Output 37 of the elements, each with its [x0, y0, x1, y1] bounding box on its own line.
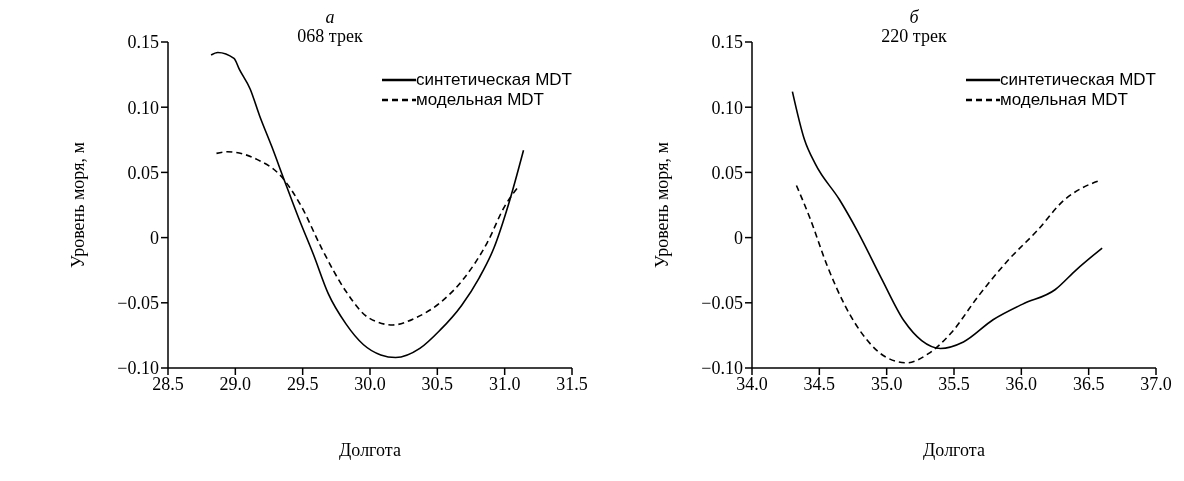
legend-label: модельная MDT	[1000, 90, 1128, 110]
y-axis-title: Уровень моря, м	[68, 142, 89, 268]
legend-label: синтетическая MDT	[1000, 70, 1156, 90]
x-tick-label: 34.0	[736, 373, 768, 394]
x-tick-label: 31.5	[556, 373, 588, 394]
y-tick-label: 0.15	[127, 32, 159, 53]
legend-label: синтетическая MDT	[416, 70, 572, 90]
x-tick-label: 36.5	[1072, 373, 1105, 394]
chart-title: а	[324, 7, 336, 27]
y-tick-label: 0.05	[127, 162, 159, 183]
x-tick-label: 35.0	[870, 373, 903, 394]
x-tick-label: 36.0	[1005, 373, 1038, 394]
chart-subtitle: 068 трек	[297, 26, 363, 46]
x-tick-label: 34.5	[803, 373, 836, 394]
x-tick-label: 30.0	[354, 373, 386, 394]
y-axis-title: Уровень моря, м	[652, 142, 673, 268]
y-tick-label: 0	[150, 227, 159, 248]
y-tick-label: 0.15	[711, 32, 743, 53]
y-tick-label: 0.10	[711, 97, 743, 118]
x-axis-title: Долгота	[923, 440, 985, 460]
chart-subtitle: 220 трек	[881, 26, 947, 46]
y-tick-label: 0	[734, 227, 743, 248]
x-tick-label: 29.0	[219, 373, 252, 394]
x-tick-label: 31.0	[488, 373, 521, 394]
chart-title: б	[908, 7, 920, 27]
y-tick-label: −0.05	[117, 293, 159, 314]
x-tick-label: 28.5	[152, 373, 184, 394]
y-tick-label: −0.05	[701, 293, 743, 314]
legend-label: модельная MDT	[416, 90, 544, 110]
x-tick-label: 30.5	[421, 373, 454, 394]
y-tick-label: 0.05	[711, 162, 743, 183]
line-series	[215, 151, 521, 326]
x-axis-title: Долгота	[339, 440, 401, 460]
x-tick-label: 29.5	[286, 373, 319, 394]
y-tick-label: 0.10	[127, 97, 159, 118]
x-tick-label: 35.5	[938, 373, 970, 394]
x-tick-label: 37.0	[1140, 373, 1172, 394]
